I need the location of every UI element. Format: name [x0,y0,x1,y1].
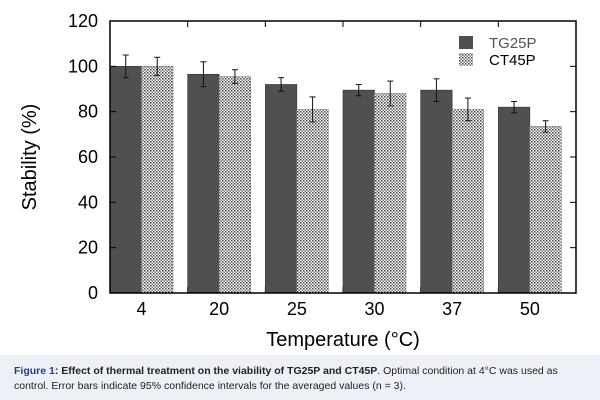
bar-ct45p [451,109,484,294]
y-axis-label: Stability (%) [19,104,41,211]
caption-text: . Optimal condition at 4°C was used as c… [14,365,558,392]
x-tick-label: 25 [287,299,307,319]
legend-label: TG25P [489,35,537,52]
bar-ct45p [374,93,407,294]
bar-ct45p [218,76,251,294]
bar-tg25p [109,66,142,294]
bar-ct45p [296,109,329,294]
bar-tg25p [187,73,220,294]
y-tick-label: 20 [78,238,98,258]
legend-swatch-tg25p [459,36,473,49]
bar-ct45p [141,66,174,294]
figure-caption: Figure 1: Effect of thermal treatment on… [0,355,600,400]
bar-ct45p [529,126,562,294]
bar-tg25p [342,89,375,294]
y-tick-label: 0 [88,283,98,303]
y-tick-label: 80 [78,102,98,122]
plot-frame [109,20,577,294]
x-tick-label: 50 [520,299,540,319]
legend-swatch-ct45p [459,53,473,66]
legend-label: CT45P [489,52,536,69]
bar-tg25p [420,89,453,294]
x-tick-label: 20 [209,299,229,319]
y-tick-label: 120 [68,11,98,31]
y-tick-label: 100 [68,56,98,76]
x-tick-label: 37 [442,299,462,319]
caption-title: : Effect of thermal treatment on the via… [54,365,378,377]
bar-tg25p [498,106,531,294]
x-axis-label: Temperature (°C) [266,329,420,351]
y-tick-label: 40 [78,192,98,212]
x-tick-label: 30 [364,299,384,319]
y-tick-label: 60 [78,147,98,167]
bar-tg25p [265,84,298,294]
x-tick-label: 4 [136,299,146,319]
figure-label: Figure 1 [14,365,55,377]
